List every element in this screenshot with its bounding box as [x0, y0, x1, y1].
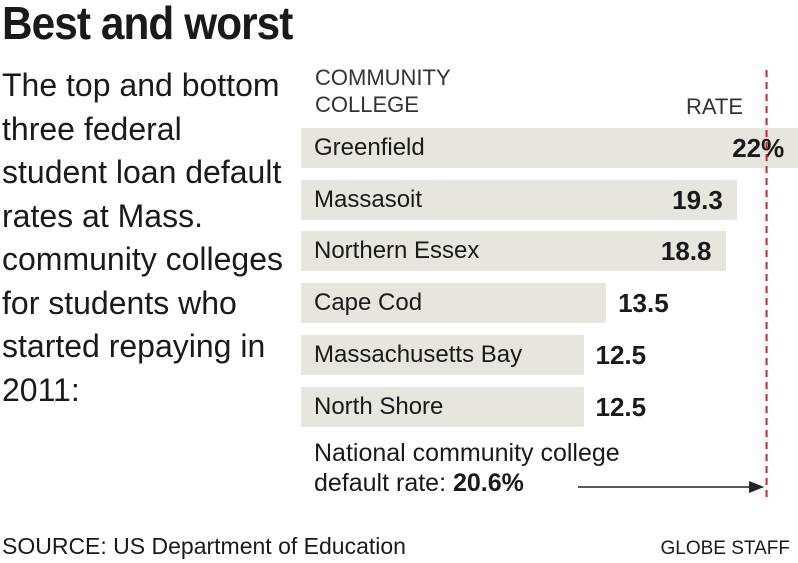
column-header: COMMUNITY COLLEGE: [315, 65, 451, 117]
category-label: Cape Cod: [314, 289, 423, 317]
bar: [301, 179, 738, 220]
value-label: 12.5: [595, 391, 647, 422]
category-label: North Shore: [314, 392, 444, 420]
value-label: 22%: [732, 133, 785, 163]
chart-title: Best and worst: [2, 0, 293, 49]
source: SOURCE: US Department of Education: [2, 533, 406, 559]
subtitle: The top and bottom three federal student…: [2, 67, 283, 408]
value-label: 19.3: [672, 184, 723, 215]
bar: [301, 231, 726, 272]
value-label: 18.8: [660, 236, 712, 267]
category-label: Massachusetts Bay: [314, 340, 523, 368]
column-header: RATE: [686, 94, 744, 119]
bar: [301, 386, 584, 427]
category-label: Greenfield: [314, 134, 425, 161]
category-label: Northern Essex: [314, 237, 480, 265]
credit: GLOBE STAFF: [660, 538, 790, 559]
value-label: 13.5: [618, 288, 669, 319]
bar: [301, 283, 607, 324]
annotation-text: National community college default rate:: [314, 439, 620, 497]
bar: [301, 128, 798, 168]
category-label: Massasoit: [314, 185, 423, 213]
value-label: 12.5: [595, 339, 647, 370]
annotation-value: 20.6%: [452, 469, 524, 497]
annotation: National community college default rate:…: [314, 438, 694, 498]
bar: [301, 334, 584, 375]
